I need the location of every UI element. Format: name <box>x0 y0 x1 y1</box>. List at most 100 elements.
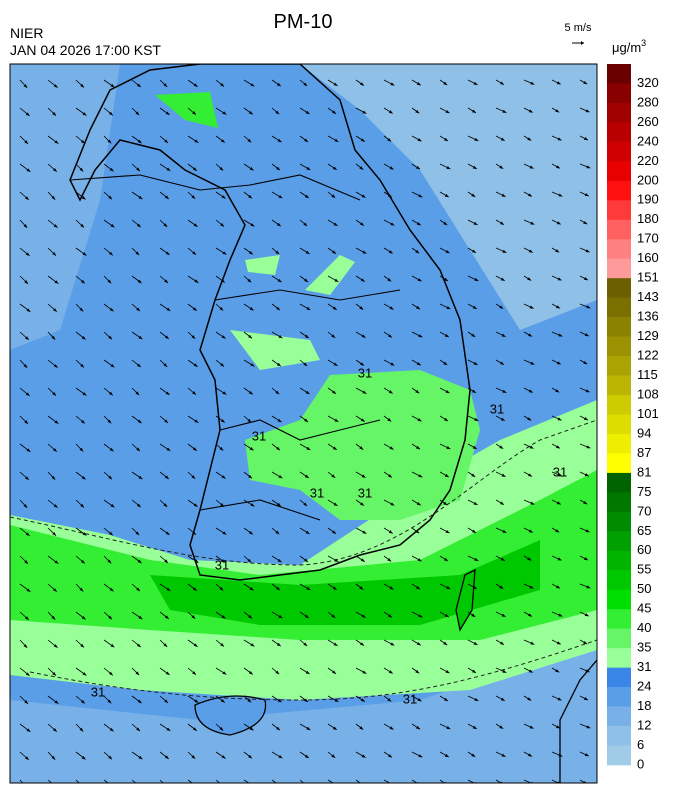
wind-arrow <box>19 779 24 783</box>
colorbar-segment <box>607 472 631 493</box>
wind-arrowhead <box>304 334 309 338</box>
wind-arrowhead <box>53 84 58 88</box>
wind-arrowhead <box>445 389 450 394</box>
wind-arrowhead <box>304 614 309 618</box>
wind-arrowhead <box>360 82 364 86</box>
colorbar-segment <box>607 161 631 182</box>
wind-arrowhead <box>556 81 561 85</box>
wind-arrowhead <box>388 390 393 394</box>
colorbar-label: 18 <box>637 698 651 713</box>
wind-arrowhead <box>558 333 563 337</box>
wind-arrowhead <box>501 193 506 197</box>
wind-arrowhead <box>53 364 58 368</box>
wind-arrowhead <box>474 417 479 421</box>
contour-label: 31 <box>553 464 567 479</box>
wind-arrowhead <box>586 165 591 169</box>
wind-arrowhead <box>80 363 84 368</box>
colorbar-segment <box>607 511 631 532</box>
wind-arrowhead <box>107 279 112 284</box>
wind-arrowhead <box>52 392 56 396</box>
wind-arrowhead <box>276 586 280 591</box>
wind-arrowhead <box>586 725 591 729</box>
wind-arrowhead <box>136 363 141 368</box>
wind-arrowhead <box>51 615 56 620</box>
light-blue-area <box>10 64 120 350</box>
wind-arrowhead <box>24 700 28 704</box>
wind-arrowhead <box>304 754 309 758</box>
wind-arrowhead <box>586 305 591 309</box>
wind-arrowhead <box>53 644 58 648</box>
wind-arrowhead <box>472 669 476 673</box>
wind-arrowhead <box>499 725 504 729</box>
colorbar-segment <box>607 706 631 727</box>
wind-arrowhead <box>220 559 225 563</box>
wind-arrowhead <box>23 364 28 368</box>
wind-arrowhead <box>278 194 283 199</box>
wind-arrowhead <box>25 336 29 340</box>
wind-arrowhead <box>362 670 367 674</box>
wind-arrowhead <box>222 531 227 535</box>
wind-arrowhead <box>529 585 534 589</box>
wind-arrowhead <box>415 529 420 534</box>
wind-arrowhead <box>446 726 451 730</box>
wind-arrowhead <box>502 529 507 533</box>
wind-arrowhead <box>191 755 196 759</box>
wind-arrowhead <box>331 334 336 338</box>
wind-arrowhead <box>52 168 57 172</box>
datetime: JAN 04 2026 17:00 KST <box>10 42 161 58</box>
wind-arrowhead <box>220 783 224 787</box>
wind-arrowhead <box>135 671 140 676</box>
wind-arrowhead <box>584 557 588 561</box>
wind-arrowhead <box>362 390 367 394</box>
wind-arrowhead <box>52 112 56 116</box>
wind-arrowhead <box>586 585 591 589</box>
colorbar-label: 129 <box>637 328 659 343</box>
wind-arrowhead <box>247 558 252 563</box>
wind-arrowhead <box>54 700 59 704</box>
wind-arrowhead <box>276 502 281 507</box>
wind-arrowhead <box>556 641 561 645</box>
wind-arrowhead <box>166 167 171 171</box>
wind-arrowhead <box>81 475 86 480</box>
wind-arrowhead <box>305 110 310 114</box>
wind-arrowhead <box>164 615 169 619</box>
wind-arrowhead <box>472 249 476 253</box>
colorbar-segment <box>607 687 631 707</box>
wind-arrowhead <box>500 277 505 281</box>
wind-arrowhead <box>137 139 142 144</box>
wind-arrowhead <box>220 139 225 143</box>
wind-arrowhead <box>556 361 561 365</box>
wind-arrowhead <box>192 727 197 731</box>
wind-arrow <box>47 779 53 783</box>
wind-arrowhead <box>390 222 395 226</box>
province-border <box>69 174 401 521</box>
wind-arrowhead <box>80 419 85 424</box>
wind-arrowhead <box>334 278 339 282</box>
wind-arrowhead <box>26 728 31 732</box>
wind-arrowhead <box>136 727 140 732</box>
wind-arrowhead <box>136 167 140 172</box>
wind-arrowhead <box>136 307 140 312</box>
colorbar-segment <box>607 648 631 668</box>
wind-arrowhead <box>82 392 87 396</box>
wind-arrow <box>467 779 475 783</box>
wind-arrowhead <box>472 165 477 169</box>
colorbar-label: 45 <box>637 601 651 616</box>
wind-arrowhead <box>499 585 504 589</box>
wind-arrowhead <box>80 559 85 564</box>
wind-arrowhead <box>333 362 338 366</box>
colorbar-label: 87 <box>637 445 651 460</box>
wind-arrowhead <box>25 112 30 116</box>
wind-arrowhead <box>530 361 535 365</box>
wind-arrowhead <box>194 783 198 786</box>
wind-arrowhead <box>25 532 30 536</box>
wind-arrowhead <box>51 755 56 760</box>
wind-arrowhead <box>501 613 506 617</box>
wind-arrowhead <box>219 306 224 311</box>
wind-arrowhead <box>164 279 168 283</box>
wind-arrowhead <box>389 306 394 310</box>
wind-arrowhead <box>220 419 225 423</box>
wind-arrowhead <box>333 642 338 646</box>
wind-arrowhead <box>24 420 28 424</box>
wind-arrowhead <box>276 306 280 311</box>
